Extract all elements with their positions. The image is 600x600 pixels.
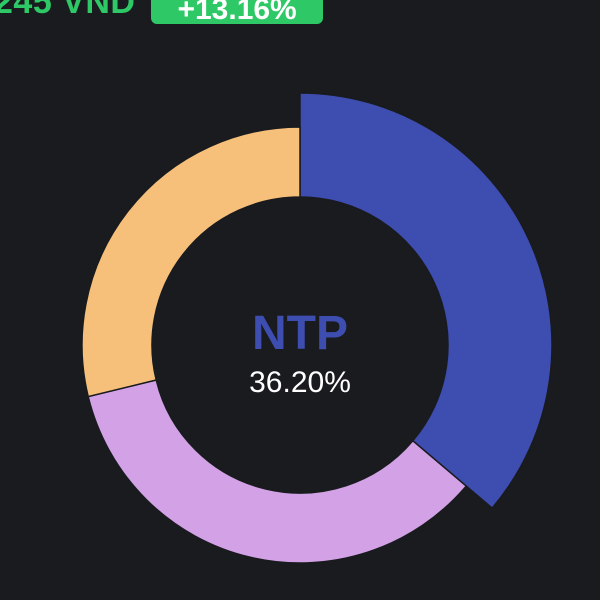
selected-slice-symbol: NTP	[252, 307, 348, 360]
donut-slice-1[interactable]	[87, 379, 468, 564]
donut-slice-2[interactable]	[81, 126, 301, 398]
donut-slice-0[interactable]	[299, 92, 553, 510]
price-change-badge: +13.16%	[151, 0, 323, 24]
selected-slice-value: 36.20%	[249, 366, 351, 399]
price-header: 245 VND +13.16%	[0, 0, 323, 26]
current-price: 245 VND	[0, 0, 136, 21]
